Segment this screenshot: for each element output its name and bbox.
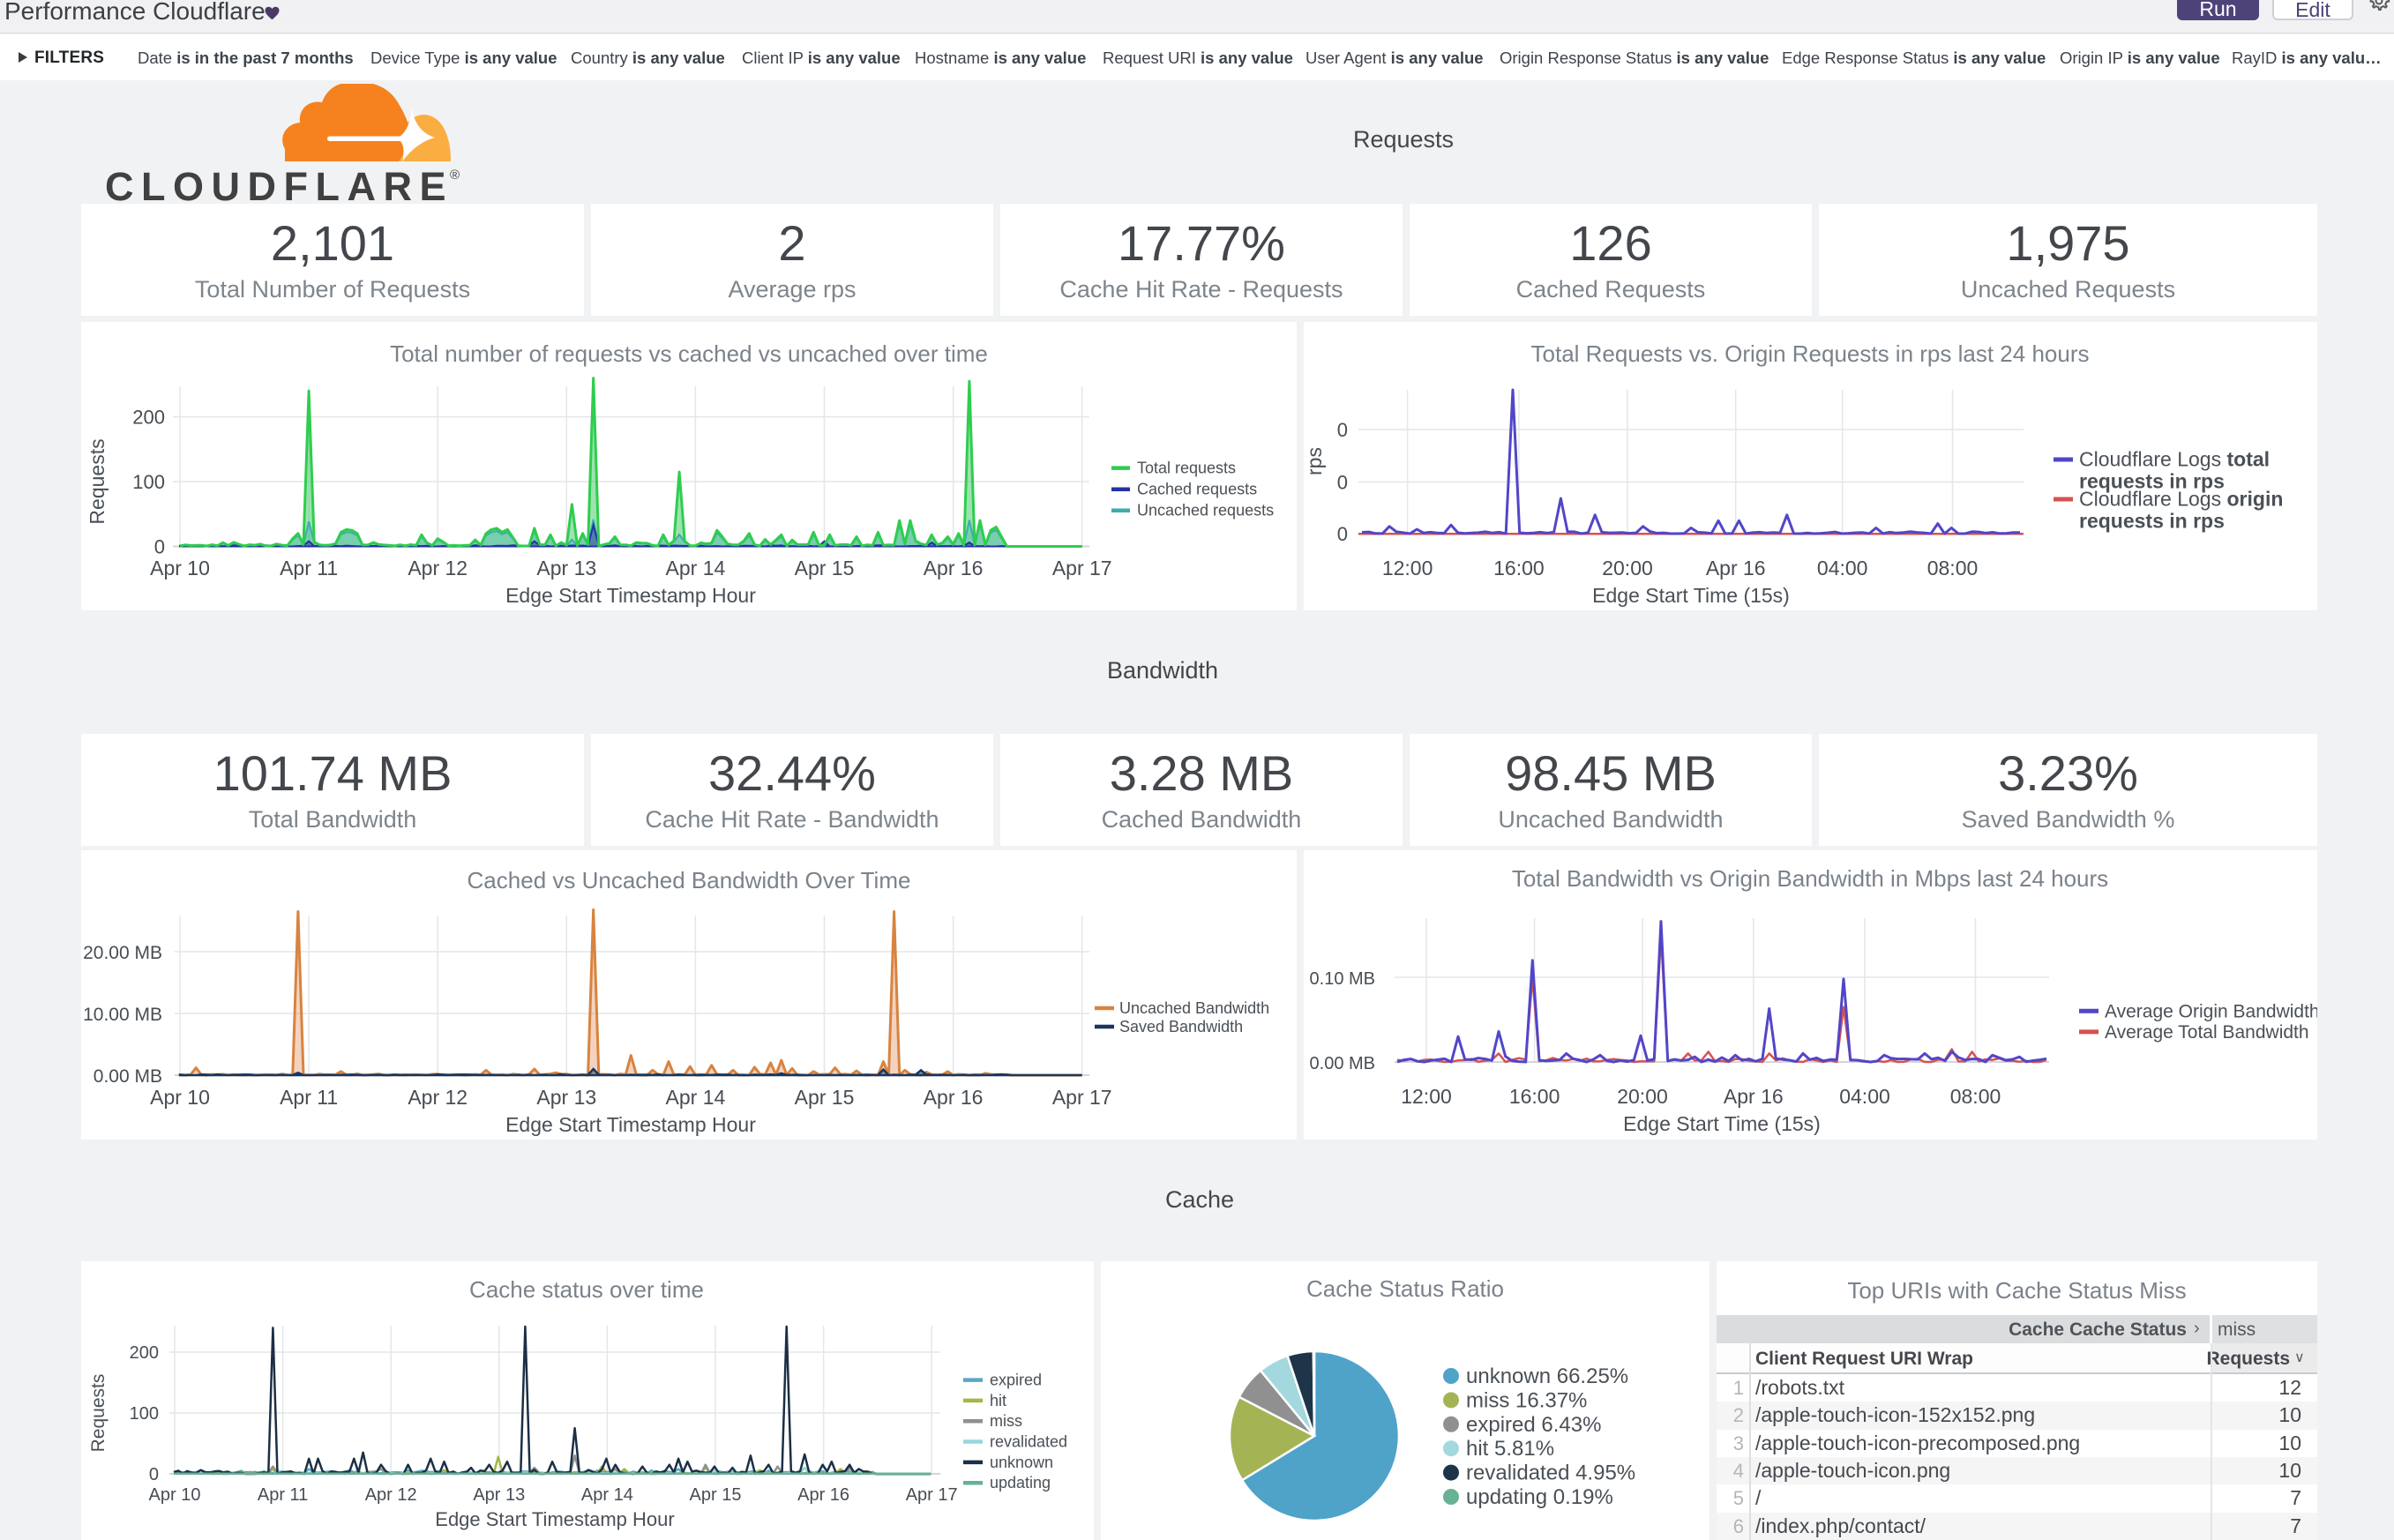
- svg-text:unknown 66.25%: unknown 66.25%: [1466, 1364, 1628, 1388]
- svg-text:Apr 12: Apr 12: [365, 1485, 417, 1505]
- svg-text:Apr 13: Apr 13: [536, 1086, 596, 1109]
- svg-text:revalidated: revalidated: [990, 1433, 1067, 1451]
- svg-text:Apr 10: Apr 10: [150, 557, 210, 579]
- svg-text:Cloudflare Logs origin: Cloudflare Logs origin: [2079, 488, 2283, 511]
- svg-text:Apr 17: Apr 17: [1052, 1086, 1112, 1109]
- svg-text:miss: miss: [990, 1412, 1022, 1430]
- svg-text:Apr 16: Apr 16: [1706, 557, 1766, 579]
- svg-text:Cache Status Ratio: Cache Status Ratio: [1306, 1275, 1504, 1302]
- svg-text:expired: expired: [990, 1372, 1042, 1389]
- svg-text:12:00: 12:00: [1382, 557, 1433, 579]
- svg-text:10.00 MB: 10.00 MB: [83, 1005, 162, 1025]
- svg-text:100: 100: [130, 1404, 159, 1424]
- svg-text:Apr 10: Apr 10: [150, 1086, 210, 1109]
- svg-text:Total Bandwidth vs Origin Band: Total Bandwidth vs Origin Bandwidth in M…: [1512, 865, 2108, 892]
- svg-text:0.00 MB: 0.00 MB: [94, 1066, 162, 1087]
- svg-text:updating 0.19%: updating 0.19%: [1466, 1485, 1613, 1509]
- svg-text:Edge Start Time (15s): Edge Start Time (15s): [1592, 584, 1790, 607]
- svg-text:Apr 14: Apr 14: [581, 1485, 633, 1505]
- svg-text:0: 0: [1337, 419, 1348, 441]
- svg-text:200: 200: [130, 1343, 159, 1363]
- svg-text:Apr 12: Apr 12: [408, 557, 468, 579]
- svg-text:Saved Bandwidth: Saved Bandwidth: [1119, 1018, 1243, 1035]
- svg-text:Apr 15: Apr 15: [795, 1086, 855, 1109]
- svg-text:20:00: 20:00: [1602, 557, 1653, 579]
- svg-text:Apr 10: Apr 10: [149, 1485, 201, 1505]
- svg-text:expired 6.43%: expired 6.43%: [1466, 1413, 1601, 1437]
- svg-text:16:00: 16:00: [1493, 557, 1545, 579]
- svg-text:Uncached Bandwidth: Uncached Bandwidth: [1119, 999, 1269, 1017]
- svg-text:®: ®: [450, 168, 460, 183]
- svg-text:hit: hit: [990, 1392, 1006, 1409]
- svg-text:Edge Start Time (15s): Edge Start Time (15s): [1623, 1112, 1821, 1135]
- svg-text:Edge Start Timestamp Hour: Edge Start Timestamp Hour: [435, 1508, 674, 1530]
- svg-text:hit 5.81%: hit 5.81%: [1466, 1437, 1554, 1461]
- svg-text:Apr 13: Apr 13: [536, 557, 596, 579]
- svg-text:12:00: 12:00: [1401, 1085, 1452, 1108]
- svg-text:Average Total Bandwidth: Average Total Bandwidth: [2105, 1022, 2309, 1043]
- svg-text:Total requests: Total requests: [1137, 460, 1236, 477]
- svg-text:Apr 16: Apr 16: [1724, 1085, 1784, 1108]
- svg-text:0.10 MB: 0.10 MB: [1310, 969, 1375, 989]
- svg-text:Cached vs Uncached Bandwidth O: Cached vs Uncached Bandwidth Over Time: [468, 867, 911, 893]
- svg-text:Apr 11: Apr 11: [280, 557, 338, 579]
- svg-text:Total number of requests vs ca: Total number of requests vs cached vs un…: [390, 340, 988, 367]
- svg-text:Apr 11: Apr 11: [280, 1086, 338, 1109]
- svg-text:08:00: 08:00: [1927, 557, 1979, 579]
- svg-text:20.00 MB: 20.00 MB: [83, 943, 162, 963]
- svg-text:Apr 14: Apr 14: [666, 1086, 726, 1109]
- svg-text:Cache status over time: Cache status over time: [469, 1276, 704, 1303]
- svg-text:CLOUDFLARE: CLOUDFLARE: [105, 164, 453, 203]
- svg-text:updating: updating: [990, 1474, 1051, 1491]
- svg-text:0: 0: [1337, 472, 1348, 494]
- svg-text:miss 16.37%: miss 16.37%: [1466, 1388, 1587, 1412]
- svg-text:Apr 16: Apr 16: [797, 1485, 849, 1505]
- svg-text:Apr 11: Apr 11: [258, 1485, 308, 1505]
- svg-text:Edge Start Timestamp Hour: Edge Start Timestamp Hour: [505, 584, 756, 607]
- svg-text:Apr 15: Apr 15: [795, 557, 855, 579]
- svg-text:Apr 15: Apr 15: [690, 1485, 742, 1505]
- svg-text:unknown: unknown: [990, 1454, 1053, 1471]
- svg-text:0: 0: [154, 536, 165, 558]
- svg-text:Apr 16: Apr 16: [924, 557, 984, 579]
- svg-text:Average Origin Bandwidth: Average Origin Bandwidth: [2105, 1001, 2317, 1021]
- svg-text:Edge Start Timestamp Hour: Edge Start Timestamp Hour: [505, 1113, 756, 1136]
- svg-text:Cloudflare Logs total: Cloudflare Logs total: [2079, 447, 2270, 470]
- svg-text:Uncached requests: Uncached requests: [1137, 502, 1274, 520]
- svg-text:Cached requests: Cached requests: [1137, 481, 1257, 498]
- svg-text:200: 200: [132, 407, 165, 429]
- svg-text:rps: rps: [1304, 447, 1326, 475]
- svg-text:Apr 16: Apr 16: [924, 1086, 984, 1109]
- svg-text:16:00: 16:00: [1509, 1085, 1560, 1108]
- svg-text:04:00: 04:00: [1817, 557, 1868, 579]
- svg-text:requests in rps: requests in rps: [2079, 510, 2225, 533]
- svg-text:Apr 17: Apr 17: [906, 1485, 958, 1505]
- svg-text:Apr 13: Apr 13: [473, 1485, 525, 1505]
- svg-text:08:00: 08:00: [1950, 1085, 2001, 1108]
- svg-text:Total Requests vs. Origin Requ: Total Requests vs. Origin Requests in rp…: [1531, 340, 2090, 367]
- svg-text:Apr 14: Apr 14: [666, 557, 726, 579]
- svg-text:Requests: Requests: [86, 438, 108, 524]
- svg-text:Apr 12: Apr 12: [408, 1086, 468, 1109]
- svg-text:0: 0: [1337, 523, 1348, 545]
- svg-text:requests in rps: requests in rps: [2079, 469, 2225, 492]
- svg-text:100: 100: [132, 471, 165, 493]
- svg-text:Apr 17: Apr 17: [1052, 557, 1112, 579]
- svg-text:04:00: 04:00: [1839, 1085, 1890, 1108]
- svg-text:0: 0: [149, 1465, 159, 1484]
- svg-text:Requests: Requests: [88, 1374, 108, 1453]
- svg-text:20:00: 20:00: [1617, 1085, 1668, 1108]
- svg-text:revalidated 4.95%: revalidated 4.95%: [1466, 1462, 1635, 1485]
- svg-text:0.00 MB: 0.00 MB: [1310, 1054, 1375, 1073]
